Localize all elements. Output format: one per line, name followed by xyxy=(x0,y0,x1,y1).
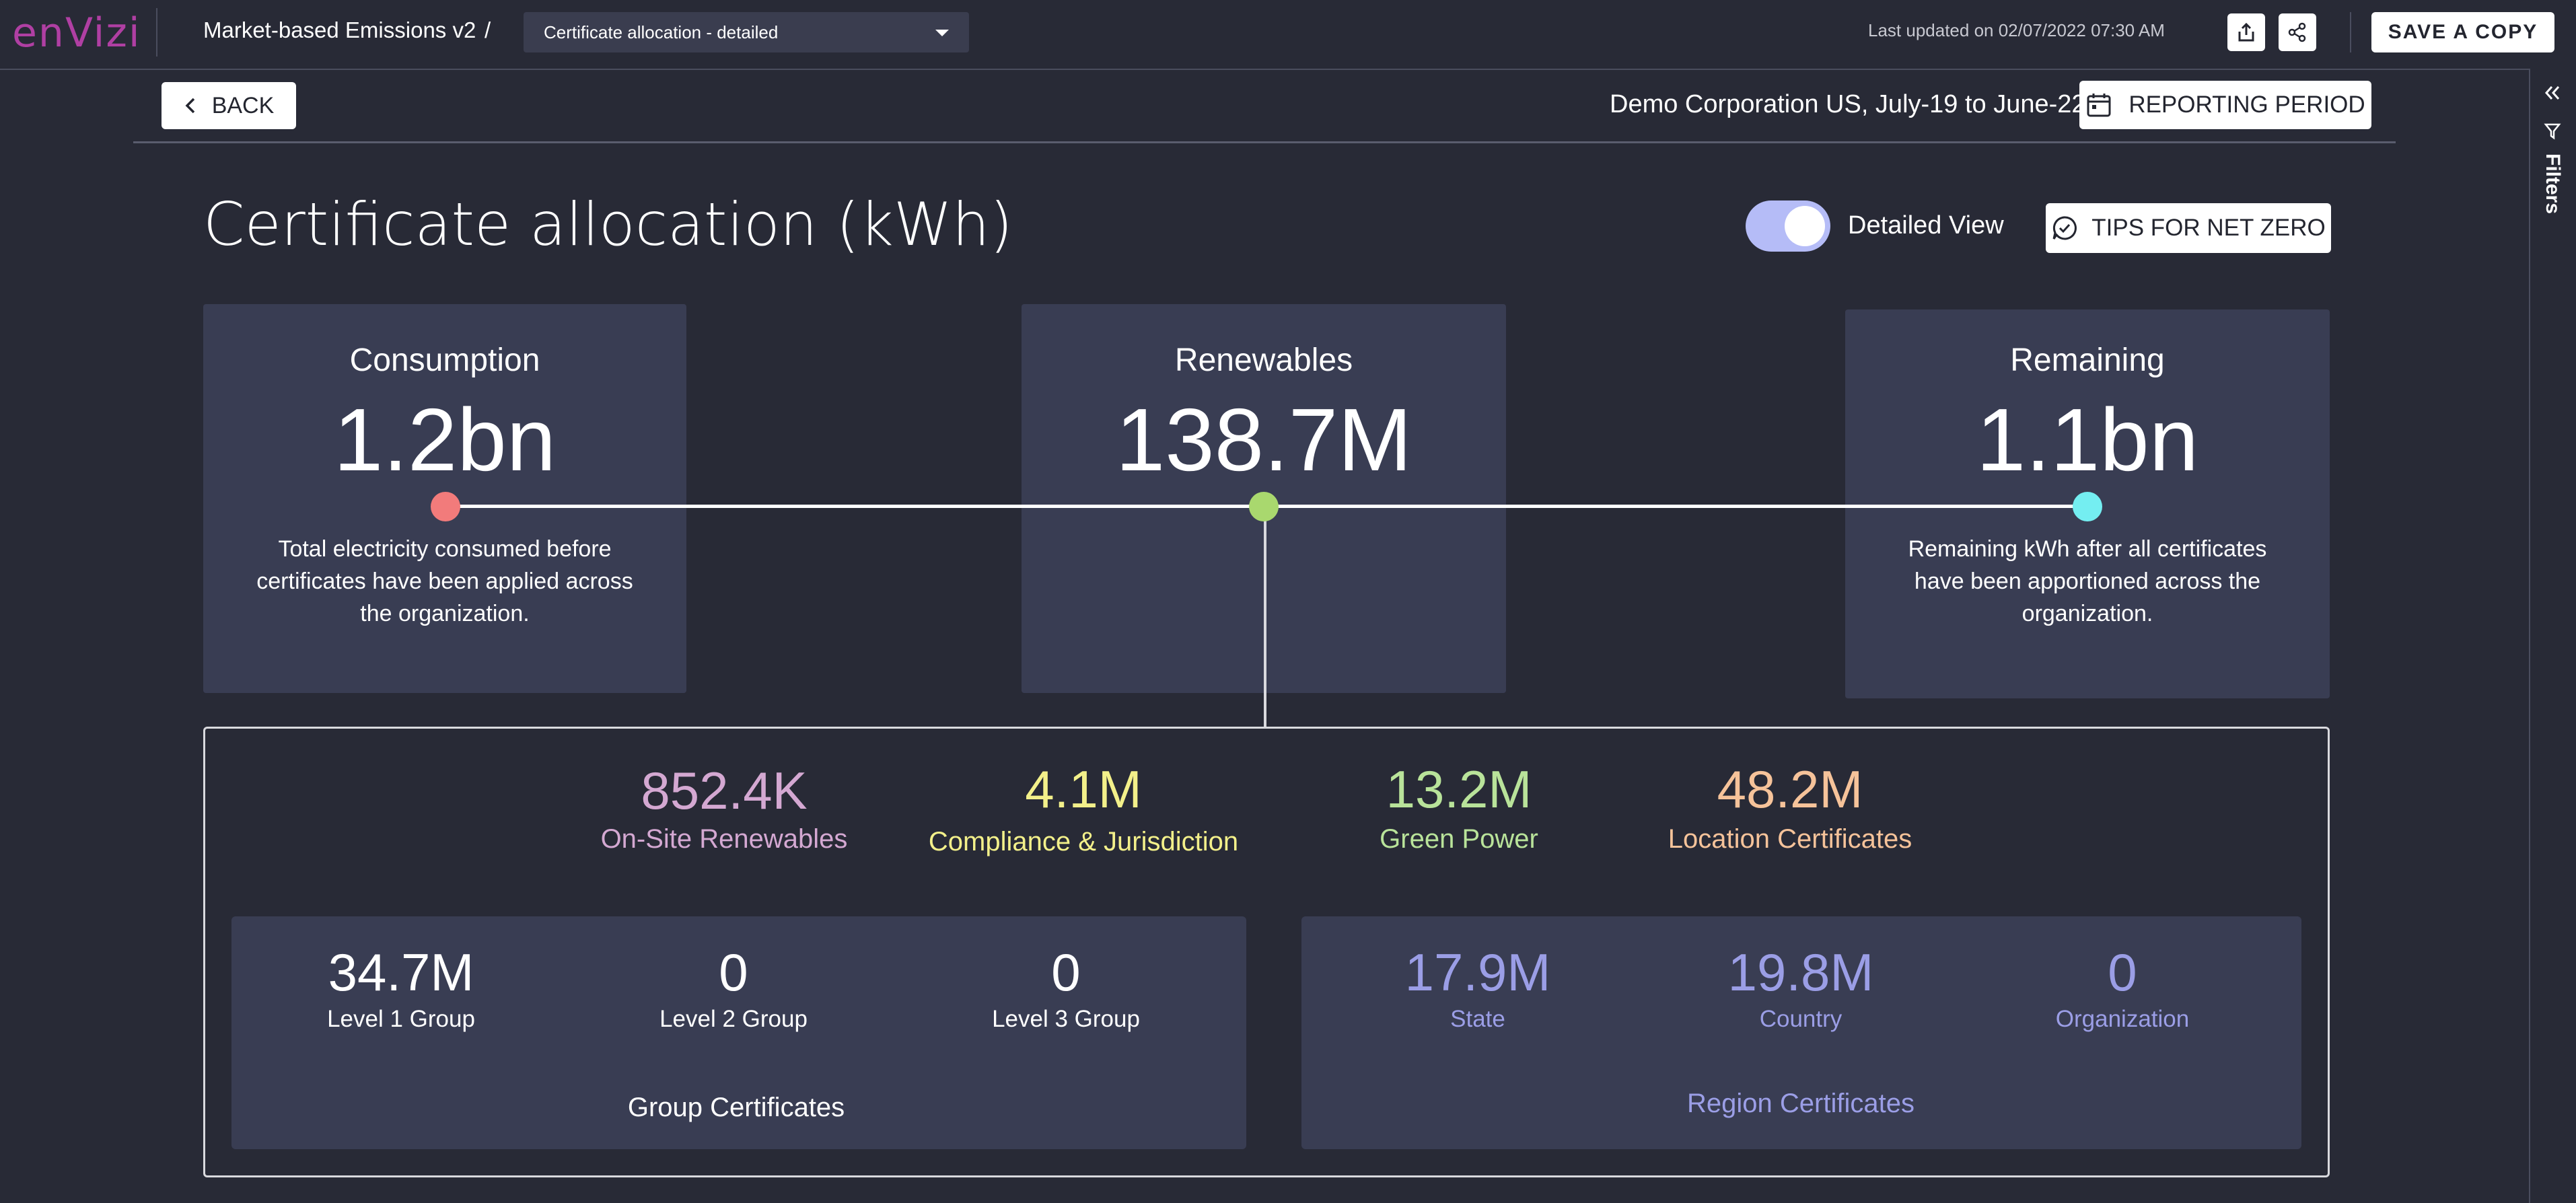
onsite-renewables-label: On-Site Renewables xyxy=(600,824,848,854)
consumption-card: Consumption 1.2bn Total electricity cons… xyxy=(203,304,686,693)
remaining-title: Remaining xyxy=(2010,342,2165,378)
green-power-value: 13.2M xyxy=(1386,760,1532,819)
country-value: 19.8M xyxy=(1727,943,1874,1002)
group-certificates-panel xyxy=(231,916,1246,1149)
breadcrumb-title[interactable]: Market-based Emissions v2 xyxy=(203,17,476,42)
chat-check-icon xyxy=(2052,216,2077,240)
header-divider xyxy=(133,141,2396,143)
location-certificates-value: 48.2M xyxy=(1717,760,1863,819)
green-power-kpi: 13.2M Green Power xyxy=(1324,759,1594,854)
view-select[interactable]: Certificate allocation - detailed xyxy=(524,12,969,52)
renewables-breakdown xyxy=(203,727,2330,1177)
export-button[interactable] xyxy=(2227,13,2265,51)
calendar-icon xyxy=(2087,94,2111,117)
top-bar xyxy=(0,0,2576,70)
reporting-context: Demo Corporation US, July-19 to June-22 xyxy=(1610,90,2086,118)
detailed-view-toggle[interactable] xyxy=(1746,200,1830,252)
consumption-marker xyxy=(431,492,460,521)
share-icon xyxy=(2288,22,2306,42)
level-3-group: 0 Level 3 Group xyxy=(931,942,1201,1033)
level-2-group-label: Level 2 Group xyxy=(659,1006,808,1032)
export-icon xyxy=(2238,22,2254,42)
filters-rail xyxy=(2529,69,2576,1203)
green-power-label: Green Power xyxy=(1380,824,1538,854)
tips-net-zero-button[interactable]: TIPS FOR NET ZERO xyxy=(2046,203,2331,253)
remaining-description: Remaining kWh after all certificates hav… xyxy=(1908,536,2267,626)
onsite-renewables-kpi: 852.4K On-Site Renewables xyxy=(589,760,859,854)
organization-certificates: 0 Organization xyxy=(1988,942,2257,1033)
level-1-group: 34.7M Level 1 Group xyxy=(266,942,536,1033)
location-certificates-label: Location Certificates xyxy=(1668,824,1912,854)
onsite-renewables-value: 852.4K xyxy=(641,761,808,820)
page-title: Certificate allocation (kWh) xyxy=(203,190,1013,259)
tips-label: TIPS FOR NET ZERO xyxy=(2091,215,2326,241)
consumption-title: Consumption xyxy=(349,342,540,378)
save-copy-button[interactable]: SAVE A COPY xyxy=(2371,12,2554,52)
country-certificates: 19.8M Country xyxy=(1666,942,1935,1033)
renewables-value: 138.7M xyxy=(1115,390,1412,489)
chevron-left-icon xyxy=(185,98,194,114)
view-select-value: Certificate allocation - detailed xyxy=(544,22,779,42)
filters-label[interactable]: Filters xyxy=(2542,153,2564,215)
reporting-period-label: REPORTING PERIOD xyxy=(2128,92,2365,118)
envizi-logo[interactable]: enVizi xyxy=(12,9,141,57)
reporting-period-button[interactable]: REPORTING PERIOD xyxy=(2079,81,2371,129)
filter-icon[interactable] xyxy=(2544,122,2561,143)
level-2-group: 0 Level 2 Group xyxy=(599,942,868,1033)
remaining-value: 1.1bn xyxy=(1976,390,2199,489)
divider xyxy=(156,8,157,57)
remaining-card: Remaining 1.1bn Remaining kWh after all … xyxy=(1845,309,2330,698)
group-certificates-title: Group Certificates xyxy=(627,1093,845,1122)
country-label: Country xyxy=(1759,1006,1842,1032)
consumption-description: Total electricity consumed before certif… xyxy=(256,536,633,626)
renewables-marker xyxy=(1249,492,1279,521)
toggle-knob xyxy=(1785,206,1825,246)
chevron-down-icon xyxy=(935,30,949,36)
back-label: BACK xyxy=(211,92,275,118)
double-chevron-left-icon xyxy=(2544,86,2560,100)
breadcrumb-separator: / xyxy=(485,17,491,42)
region-certificates-title: Region Certificates xyxy=(1687,1089,1915,1118)
divider xyxy=(2350,12,2351,52)
level-2-group-value: 0 xyxy=(719,943,748,1002)
compliance-label: Compliance & Jurisdiction xyxy=(928,827,1239,856)
collapse-panel-button[interactable] xyxy=(2542,83,2561,106)
level-1-group-value: 34.7M xyxy=(328,943,474,1002)
consumption-value: 1.2bn xyxy=(333,390,557,489)
organization-label: Organization xyxy=(2055,1006,2190,1032)
level-1-group-label: Level 1 Group xyxy=(327,1006,475,1032)
state-certificates: 17.9M State xyxy=(1343,942,1612,1033)
share-button[interactable] xyxy=(2279,13,2316,51)
breakdown-connector xyxy=(1264,506,1266,727)
compliance-value: 4.1M xyxy=(1025,760,1142,819)
state-label: State xyxy=(1450,1006,1505,1032)
organization-value: 0 xyxy=(2108,943,2137,1002)
last-updated-text: Last updated on 02/07/2022 07:30 AM xyxy=(1868,20,2165,40)
remaining-marker xyxy=(2073,492,2102,521)
level-3-group-label: Level 3 Group xyxy=(992,1006,1140,1032)
level-3-group-value: 0 xyxy=(1051,943,1081,1002)
location-certificates-kpi: 48.2M Location Certificates xyxy=(1629,759,1952,854)
region-certificates-panel xyxy=(1301,916,2301,1149)
compliance-kpi: 4.1M Compliance & Jurisdiction xyxy=(908,759,1258,857)
detailed-view-label: Detailed View xyxy=(1848,211,2004,240)
renewables-title: Renewables xyxy=(1174,342,1353,378)
back-button[interactable]: BACK xyxy=(162,82,296,129)
state-value: 17.9M xyxy=(1404,943,1551,1002)
